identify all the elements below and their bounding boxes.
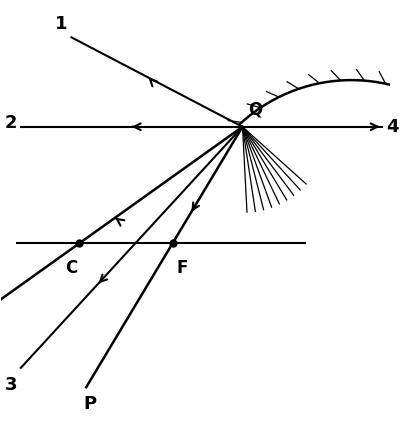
Text: 1: 1 (55, 15, 67, 34)
Text: C: C (65, 259, 77, 277)
Text: 3: 3 (4, 376, 17, 394)
Text: Q: Q (248, 101, 263, 119)
Text: 2: 2 (4, 114, 17, 132)
Text: P: P (83, 395, 97, 413)
Text: 4: 4 (386, 118, 399, 136)
Text: F: F (176, 259, 188, 277)
